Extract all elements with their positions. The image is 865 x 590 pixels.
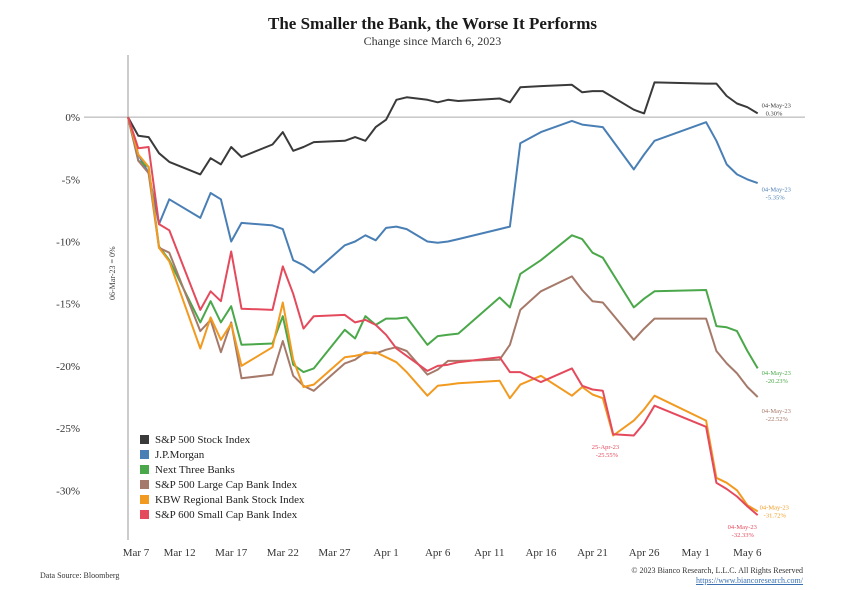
legend-item: KBW Regional Bank Stock Index (140, 492, 305, 507)
legend-label: KBW Regional Bank Stock Index (155, 493, 305, 506)
series-line-1 (127, 116, 759, 274)
y-tick-label: -15% (56, 299, 80, 311)
legend-label: J.P.Morgan (155, 448, 205, 461)
annotation-label: 04-May-23-22.52% (762, 408, 791, 423)
data-source: Data Source: Bloomberg (40, 571, 120, 580)
y-axis-ticks: 0% -5% -10% -15% -20% -25% -30% (56, 112, 80, 497)
legend-item: S&P 500 Large Cap Bank Index (140, 477, 305, 492)
x-tick-label: Apr 21 (577, 547, 608, 559)
legend-swatch (140, 495, 149, 504)
legend-label: S&P 500 Large Cap Bank Index (155, 478, 298, 491)
copyright: © 2023 Bianco Research, L.L.C. All Right… (631, 566, 803, 586)
legend-label: Next Three Banks (155, 463, 235, 476)
x-tick-label: Mar 17 (215, 547, 248, 559)
legend-swatch (140, 510, 149, 519)
series-line-0 (127, 81, 759, 176)
x-tick-label: Mar 7 (123, 547, 150, 559)
annotation-date: 04-May-23 (760, 505, 789, 512)
legend-swatch (140, 450, 149, 459)
website-link[interactable]: https://www.biancoresearch.com/ (695, 576, 803, 585)
y-tick-label: -25% (56, 423, 80, 435)
annotation-value: -22.52% (766, 416, 789, 423)
annotation-date: 04-May-23 (762, 408, 791, 415)
chart-title: The Smaller the Bank, the Worse It Perfo… (268, 14, 597, 33)
annotation-date: 04-May-23 (762, 187, 791, 194)
annotation-value: -25.55% (596, 452, 619, 459)
annotation-label: 04-May-23-5.35% (762, 187, 791, 202)
copyright-text: © 2023 Bianco Research, L.L.C. All Right… (631, 566, 803, 575)
legend-swatch (140, 480, 149, 489)
y-tick-label: -5% (62, 174, 80, 186)
x-tick-label: Apr 11 (474, 547, 504, 559)
x-tick-label: May 6 (733, 547, 762, 559)
x-tick-label: Apr 1 (373, 547, 398, 559)
x-tick-label: Mar 22 (267, 547, 299, 559)
legend-item: S&P 600 Small Cap Bank Index (140, 507, 305, 522)
x-tick-label: Mar 27 (318, 547, 351, 559)
annotation-label: 25-Apr-23-25.55% (592, 444, 619, 459)
x-tick-label: Mar 12 (164, 547, 196, 559)
series-line-4 (127, 116, 759, 513)
x-tick-label: Apr 26 (629, 547, 660, 559)
y-axis-base-note: 06-Mar-23 = 0% (108, 246, 117, 300)
annotation-value: -32.33% (732, 532, 755, 539)
annotation-label: 04-May-23-31.72% (760, 505, 789, 520)
annotation-value: 0.30% (766, 110, 783, 117)
x-axis-ticks: Mar 7 Mar 12 Mar 17 Mar 22 Mar 27 Apr 1 Apr 6 A… (123, 547, 762, 559)
annotation-value: -31.72% (764, 513, 787, 520)
legend-item: Next Three Banks (140, 462, 305, 477)
legend-swatch (140, 435, 149, 444)
legend-label: S&P 500 Stock Index (155, 433, 251, 446)
series-line-3 (127, 116, 759, 398)
annotation-date: 04-May-23 (728, 524, 757, 531)
x-tick-label: Apr 6 (425, 547, 451, 559)
y-tick-label: 0% (65, 112, 80, 124)
annotation-value: -5.35% (766, 195, 786, 202)
legend-swatch (140, 465, 149, 474)
annotation-label: 04-May-23-32.33% (728, 524, 757, 539)
x-tick-label: Apr 16 (525, 547, 556, 559)
annotation-date: 04-May-23 (762, 370, 791, 377)
annotation-date: 25-Apr-23 (592, 444, 619, 451)
series-line-5 (127, 116, 759, 516)
legend-label: S&P 600 Small Cap Bank Index (155, 508, 298, 521)
legend: S&P 500 Stock Index J.P.Morgan Next Three … (140, 432, 305, 522)
y-tick-label: -10% (56, 237, 80, 249)
series-lines (127, 81, 759, 516)
annotation-label: 04-May-230.30% (762, 102, 791, 117)
end-annotations: 04-May-230.30%04-May-23-5.35%04-May-23-2… (592, 102, 791, 539)
y-tick-label: -30% (56, 485, 80, 497)
annotation-label: 04-May-23-20.23% (762, 370, 791, 385)
legend-item: S&P 500 Stock Index (140, 432, 305, 447)
series-line-2 (127, 116, 759, 374)
x-tick-label: May 1 (682, 547, 710, 559)
chart-subtitle: Change since March 6, 2023 (363, 34, 502, 48)
annotation-value: -20.23% (766, 378, 789, 385)
legend-item: J.P.Morgan (140, 447, 305, 462)
y-tick-label: -20% (56, 361, 80, 373)
annotation-date: 04-May-23 (762, 102, 791, 109)
